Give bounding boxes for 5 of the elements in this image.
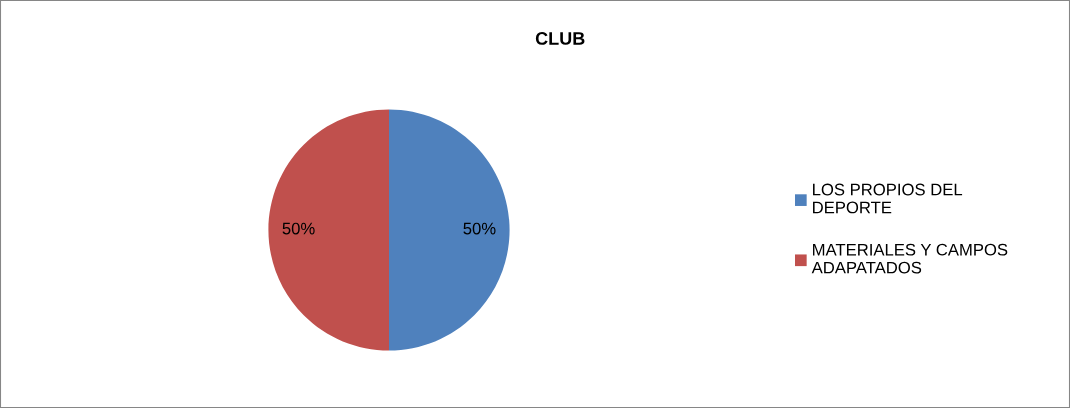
legend-label: LOS PROPIOS DEL DEPORTE [813, 183, 963, 214]
data-label: 50% [463, 222, 496, 235]
legend-label: MATERIALES Y CAMPOS ADAPATADOS [811, 243, 1008, 274]
chart-title: CLUB [535, 32, 585, 45]
data-label: 50% [282, 222, 315, 235]
